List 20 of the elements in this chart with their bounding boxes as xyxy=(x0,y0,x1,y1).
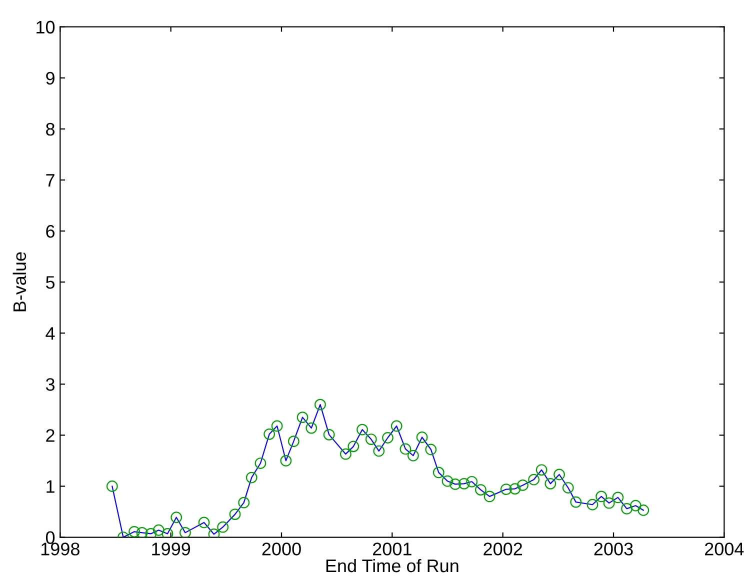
y-axis-title: B-value xyxy=(12,252,26,312)
x-tick-label: 1999 xyxy=(152,542,190,556)
y-tick-label: 10 xyxy=(36,20,55,34)
x-tick-label: 2003 xyxy=(594,542,633,556)
x-tick-label: 1998 xyxy=(41,542,80,556)
y-tick-label: 3 xyxy=(46,378,55,391)
y-tick-label: 4 xyxy=(46,327,55,340)
y-tick-label: 1 xyxy=(46,480,54,493)
y-tick-label: 0 xyxy=(46,531,55,544)
x-tick-label: 2002 xyxy=(484,542,522,556)
y-tick-label: 5 xyxy=(46,276,55,289)
y-tick-label: 9 xyxy=(46,72,54,85)
y-tick-label: 7 xyxy=(46,174,54,187)
x-tick-label: 2000 xyxy=(262,542,301,556)
x-tick-label: 2004 xyxy=(705,542,744,556)
x-axis-title: End Time of Run xyxy=(326,558,458,572)
y-tick-label: 8 xyxy=(46,122,55,136)
y-tick-label: 2 xyxy=(46,429,54,442)
x-tick-label: 2001 xyxy=(372,542,412,556)
y-tick-label: 6 xyxy=(46,224,55,238)
